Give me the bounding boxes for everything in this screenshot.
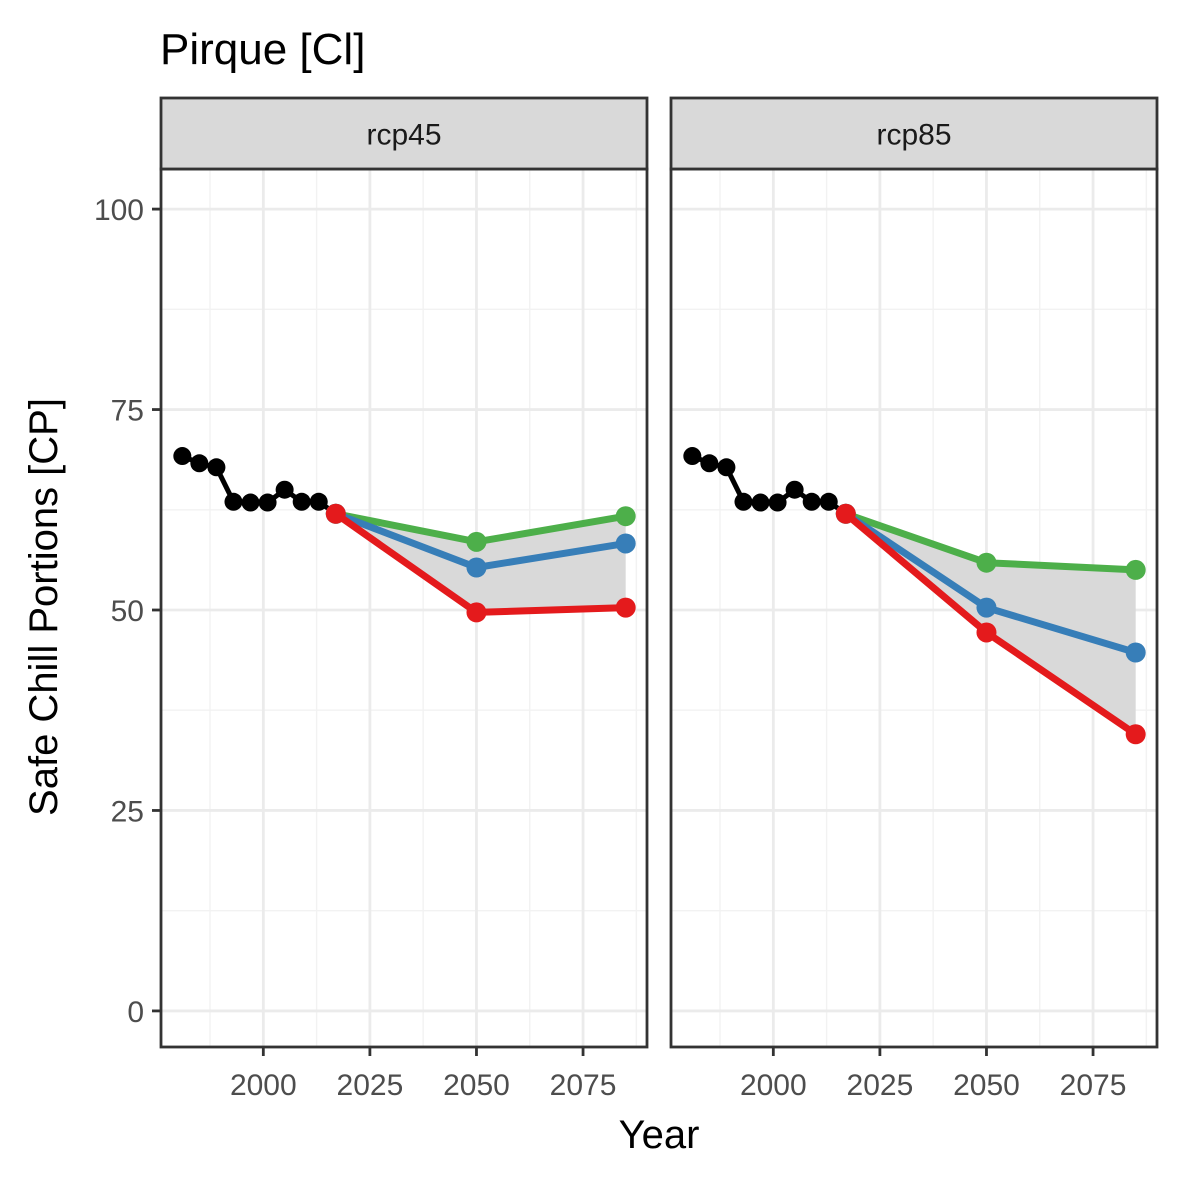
- historic-point: [292, 492, 311, 511]
- series-point-mid: [976, 597, 997, 618]
- x-tick-label: 2025: [337, 1069, 404, 1102]
- panel-rcp45: rcp45 2000 2025 2050 2075: [159, 96, 649, 1102]
- series-point-low: [835, 503, 856, 524]
- historic-point: [241, 493, 260, 512]
- series-point-mid: [1125, 642, 1146, 663]
- series-point-high: [976, 552, 997, 573]
- y-tick-label: 100: [94, 194, 144, 227]
- y-tick-label: 0: [127, 996, 144, 1029]
- x-tick-label: 2075: [1060, 1069, 1127, 1102]
- x-tick-label: 2025: [847, 1069, 914, 1102]
- chart-title: Pirque [Cl]: [160, 25, 365, 74]
- panel-rcp85: rcp85 2000 2025 2050 2075: [669, 96, 1159, 1102]
- historic-point: [683, 447, 702, 466]
- historic-point: [190, 454, 209, 473]
- panels: rcp45 2000 2025 2050 2075 rcp85 2000 2025 2050 20…: [159, 96, 1159, 1102]
- historic-point: [768, 493, 787, 512]
- series-point-low: [466, 602, 487, 623]
- historic-point: [275, 480, 294, 499]
- series-point-mid: [615, 533, 636, 554]
- historic-point: [819, 492, 838, 511]
- historic-point: [309, 492, 328, 511]
- x-tick-label: 2075: [550, 1069, 617, 1102]
- series-point-low: [325, 503, 346, 524]
- series-point-high: [615, 506, 636, 527]
- historic-point: [173, 447, 192, 466]
- series-point-low: [1125, 724, 1146, 745]
- x-tick-label: 2000: [230, 1069, 297, 1102]
- facet-strip: [159, 96, 649, 171]
- historic-point: [751, 493, 770, 512]
- series-point-low: [615, 597, 636, 618]
- facet-strip-label: rcp45: [366, 119, 441, 152]
- series-point-high: [466, 531, 487, 552]
- y-tick-label: 75: [111, 395, 144, 428]
- x-tick-label: 2000: [740, 1069, 807, 1102]
- historic-point: [224, 492, 243, 511]
- series-point-mid: [466, 557, 487, 578]
- y-axis: 0 25 50 75 100: [94, 194, 161, 1029]
- y-axis-title: Safe Chill Portions [CP]: [22, 398, 66, 816]
- historic-point: [258, 493, 277, 512]
- y-tick-label: 25: [111, 795, 144, 828]
- historic-point: [700, 454, 719, 473]
- historic-point: [734, 492, 753, 511]
- historic-point: [717, 458, 736, 477]
- x-tick-label: 2050: [443, 1069, 510, 1102]
- historic-point: [207, 458, 226, 477]
- facet-strip: [669, 96, 1159, 171]
- y-tick-label: 50: [111, 595, 144, 628]
- x-axis-title: Year: [619, 1113, 700, 1157]
- historic-point: [802, 492, 821, 511]
- facet-strip-label: rcp85: [876, 119, 951, 152]
- series-point-low: [976, 622, 997, 643]
- historic-point: [785, 480, 804, 499]
- x-tick-label: 2050: [953, 1069, 1020, 1102]
- series-point-high: [1125, 559, 1146, 580]
